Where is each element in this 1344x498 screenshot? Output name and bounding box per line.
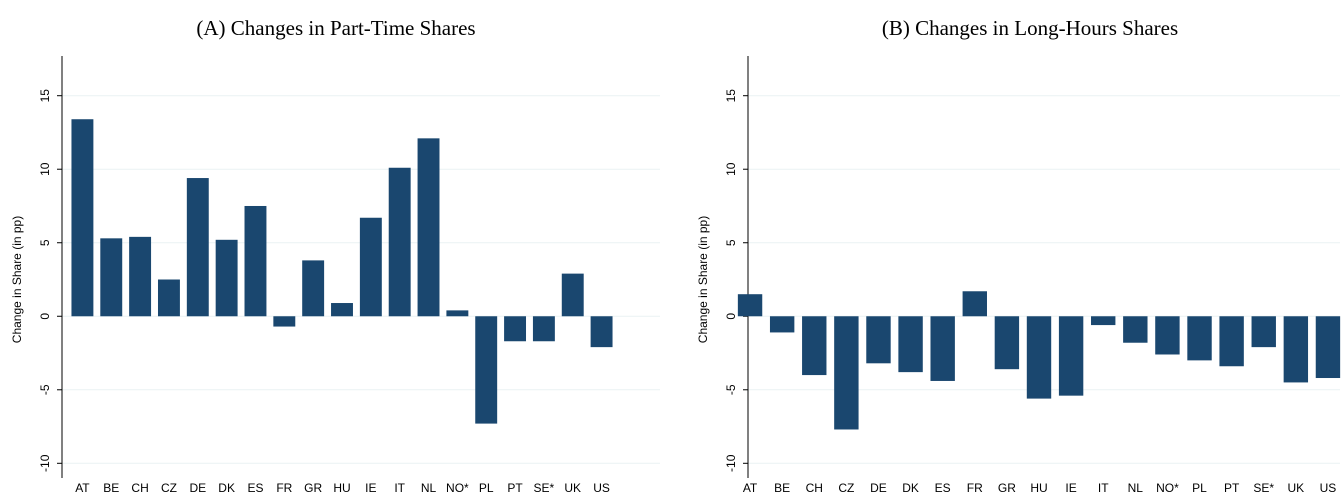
x-tick-label: DK [902, 481, 919, 495]
x-tick-label: UK [1288, 481, 1305, 495]
bar [1219, 316, 1244, 367]
bar [504, 316, 527, 342]
x-tick-label: AT [75, 481, 90, 495]
x-tick-label: BE [103, 481, 119, 495]
x-tick-label: IE [1065, 481, 1076, 495]
bar [1251, 316, 1276, 348]
bar [930, 316, 955, 381]
bar [446, 310, 469, 317]
y-tick-label: 0 [38, 313, 52, 320]
bar [215, 239, 238, 317]
x-tick-label: CZ [161, 481, 177, 495]
bar [1026, 316, 1052, 399]
x-tick-label: FR [276, 481, 292, 495]
y-tick-label: 10 [724, 162, 738, 176]
bar [129, 236, 152, 317]
x-tick-label: CH [131, 481, 148, 495]
x-tick-label: DE [870, 481, 887, 495]
x-tick-label: NO* [1156, 481, 1179, 495]
x-tick-label: DE [189, 481, 206, 495]
y-tick-label: 10 [38, 162, 52, 176]
bar [417, 138, 440, 317]
y-tick-label: 15 [724, 89, 738, 103]
bar [1058, 316, 1084, 396]
bar [186, 178, 209, 317]
bar [898, 316, 923, 373]
x-tick-label: PT [507, 481, 523, 495]
y-tick-label: 0 [724, 313, 738, 320]
x-tick-label: US [1320, 481, 1337, 495]
bar [1123, 316, 1148, 343]
x-tick-label: SE* [534, 481, 555, 495]
bar [1091, 316, 1116, 326]
x-tick-label: HU [333, 481, 350, 495]
x-tick-label: ES [247, 481, 263, 495]
bar [1187, 316, 1212, 361]
bar [244, 205, 267, 317]
bar [157, 279, 180, 317]
y-tick-label: 5 [38, 239, 52, 246]
bar [1155, 316, 1180, 355]
chart-title: (A) Changes in Part-Time Shares [196, 16, 475, 40]
x-tick-label: CZ [838, 481, 854, 495]
y-axis-label: Change in Share (in pp) [10, 216, 24, 343]
x-tick-label: NO* [446, 481, 469, 495]
x-tick-label: UK [564, 481, 581, 495]
y-tick-label: 5 [724, 239, 738, 246]
x-tick-label: PT [1224, 481, 1240, 495]
bar [1315, 316, 1341, 379]
x-tick-label: HU [1030, 481, 1047, 495]
x-tick-label: DK [218, 481, 235, 495]
y-tick-label: -10 [724, 454, 738, 472]
x-tick-label: NL [421, 481, 437, 495]
bar [331, 303, 353, 317]
y-tick-label: 15 [38, 89, 52, 103]
x-tick-label: ES [935, 481, 951, 495]
bar [962, 291, 987, 317]
x-tick-label: GR [304, 481, 322, 495]
bar [100, 238, 123, 317]
bar [273, 316, 296, 327]
x-tick-label: FR [967, 481, 983, 495]
bar [302, 260, 325, 317]
x-tick-label: IT [394, 481, 405, 495]
y-tick-label: -10 [38, 454, 52, 472]
x-tick-label: SE* [1253, 481, 1274, 495]
x-tick-label: GR [998, 481, 1016, 495]
bar [475, 316, 498, 424]
x-tick-label: US [593, 481, 610, 495]
bar [388, 167, 411, 317]
bar [1283, 316, 1309, 383]
y-tick-label: -5 [38, 384, 52, 395]
bar [737, 294, 763, 317]
x-tick-label: PL [1192, 481, 1207, 495]
bar [834, 316, 859, 430]
y-tick-label: -5 [724, 384, 738, 395]
bar [359, 217, 382, 317]
x-tick-label: CH [806, 481, 823, 495]
chart-title: (B) Changes in Long-Hours Shares [882, 16, 1178, 40]
x-tick-label: NL [1128, 481, 1144, 495]
bar [994, 316, 1020, 370]
bar [769, 316, 795, 333]
bar [532, 316, 555, 342]
x-tick-label: IE [365, 481, 376, 495]
x-tick-label: BE [774, 481, 790, 495]
x-tick-label: IT [1098, 481, 1109, 495]
bar [71, 119, 94, 317]
x-tick-label: AT [743, 481, 758, 495]
bar [802, 316, 827, 376]
y-axis-label: Change in Share (in pp) [696, 216, 710, 343]
bar [561, 273, 584, 317]
bar [590, 316, 613, 348]
x-tick-label: PL [479, 481, 494, 495]
bar [866, 316, 891, 364]
